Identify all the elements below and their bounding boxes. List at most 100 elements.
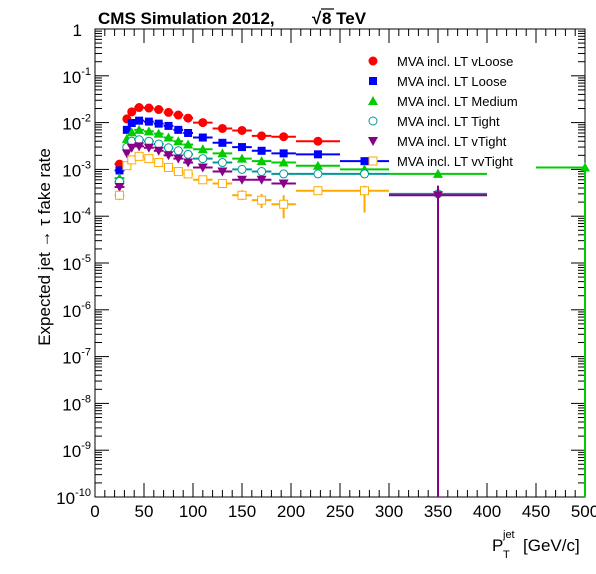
data-point — [173, 136, 184, 146]
data-point — [163, 151, 174, 161]
data-point — [278, 179, 289, 189]
data-point — [121, 149, 132, 159]
data-point — [360, 186, 369, 196]
data-point — [134, 151, 144, 161]
data-point — [122, 161, 132, 171]
y-axis: 1 10-1 10-2 10-3 10-4 10-5 10-6 10-7 10-8 10-9 10-… — [56, 21, 585, 508]
data-point — [198, 118, 208, 128]
x-axis-label: P T jet [GeV/c] — [492, 529, 580, 561]
data-point — [197, 144, 208, 154]
data-point — [217, 178, 227, 188]
data-point — [256, 175, 267, 185]
data-point — [433, 191, 443, 201]
x-tick-label: 350 — [424, 502, 452, 521]
x-tick-label: 400 — [473, 502, 501, 521]
data-point — [134, 142, 145, 152]
data-point — [313, 169, 323, 179]
data-point — [198, 133, 207, 142]
x-tick-label: 150 — [228, 502, 256, 521]
legend-item-2: MVA incl. LT Loose — [369, 74, 507, 89]
x-tick-label: 450 — [522, 502, 550, 521]
x-tick-label: 250 — [326, 502, 354, 521]
data-point — [580, 162, 590, 172]
data-point — [237, 164, 247, 174]
y-tick-label: 10-2 — [62, 113, 91, 134]
data-point — [183, 149, 193, 159]
data-point — [122, 125, 131, 134]
data-point — [237, 175, 247, 185]
data-point — [154, 105, 164, 115]
data-point — [164, 121, 173, 130]
x-axis-label-main: P — [492, 536, 503, 555]
data-point — [198, 154, 208, 164]
data-point — [154, 119, 163, 128]
data-point — [238, 143, 246, 152]
y-axis-label: Expected jet → τ fake rate — [35, 148, 54, 346]
legend-label: MVA incl. LT Loose — [397, 74, 507, 89]
data-point — [312, 160, 323, 170]
data-point — [144, 103, 154, 113]
data-point — [127, 107, 137, 117]
legend-marker — [368, 96, 378, 105]
legend-marker — [368, 56, 378, 66]
data-point — [256, 156, 267, 166]
y-tick-label: 10-8 — [62, 393, 91, 414]
data-point — [313, 186, 323, 196]
data-point — [153, 146, 164, 156]
legend-marker — [369, 77, 377, 85]
series-2 — [114, 116, 389, 175]
data-point — [217, 158, 227, 168]
data-point — [115, 190, 124, 200]
series-1 — [114, 103, 340, 169]
data-point — [164, 143, 173, 153]
legend-label: MVA incl. LT Medium — [397, 94, 518, 109]
data-point — [115, 166, 124, 175]
data-point — [237, 125, 247, 135]
data-point — [197, 163, 208, 173]
x-tick-label: 300 — [375, 502, 403, 521]
series-3 — [114, 124, 590, 497]
data-point — [184, 128, 193, 137]
data-point — [173, 167, 183, 177]
data-point — [154, 158, 164, 168]
data-point — [237, 190, 247, 200]
data-point — [279, 199, 289, 209]
x-tick-label: 500 — [571, 502, 596, 521]
data-point — [143, 143, 154, 153]
data-point — [153, 128, 164, 138]
data-point — [360, 157, 369, 166]
data-point — [164, 162, 173, 172]
data-point — [173, 146, 183, 156]
data-point — [173, 110, 183, 120]
data-point — [127, 119, 136, 128]
legend-item-6: MVA incl. LT vvTight — [368, 154, 513, 169]
data-point — [257, 146, 266, 155]
series-layer — [114, 103, 590, 497]
data-point — [163, 132, 174, 142]
legend: MVA incl. LT vLoose MVA incl. LT Loose MVA… — [368, 54, 518, 169]
y-tick-label: 10-5 — [62, 253, 91, 274]
data-point — [279, 132, 289, 142]
x-tick-label: 200 — [277, 502, 305, 521]
series-5 — [114, 142, 487, 497]
title-text: CMS Simulation 2012, — [98, 9, 275, 28]
legend-label: MVA incl. LT vLoose — [397, 54, 513, 69]
data-point — [237, 153, 247, 163]
data-point — [183, 139, 194, 149]
data-point — [143, 126, 154, 136]
data-point — [126, 127, 137, 137]
data-point — [278, 157, 289, 167]
y-tick-label: 10-3 — [62, 159, 91, 180]
data-point — [279, 169, 289, 179]
legend-item-4: MVA incl. LT Tight — [368, 114, 500, 129]
legend-label: MVA incl. LT Tight — [397, 114, 500, 129]
data-point — [433, 168, 443, 178]
legend-label: MVA incl. LT vvTight — [397, 154, 513, 169]
y-tick-label: 10-4 — [62, 206, 91, 227]
x-tick-label: 50 — [135, 502, 154, 521]
data-point — [134, 103, 144, 113]
data-point — [173, 154, 184, 164]
data-point — [183, 169, 193, 179]
data-point — [154, 139, 164, 149]
data-point — [198, 175, 208, 185]
